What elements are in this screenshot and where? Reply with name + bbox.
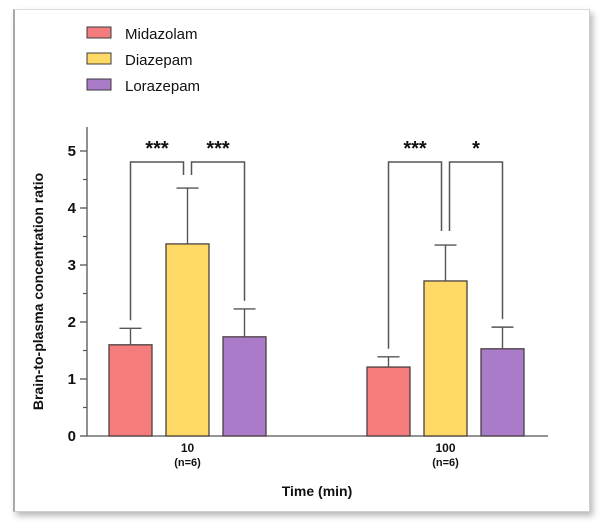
y-ticks: 0 1 2 3 4 5 <box>68 143 87 445</box>
x-tick-label: 100 <box>435 441 455 455</box>
category-labels: 10 (n=6) 100 (n=6) <box>174 441 459 469</box>
y-tick-label: 3 <box>68 257 76 274</box>
significance-bracket <box>190 161 246 301</box>
error-bars <box>119 187 514 368</box>
y-tick-label: 2 <box>68 314 76 331</box>
legend-swatch-diazepam <box>86 52 112 65</box>
bars <box>108 243 525 437</box>
y-tick-label: 4 <box>68 200 77 217</box>
legend-label-lorazepam: Lorazepam <box>125 78 200 95</box>
significance-label: *** <box>145 138 169 160</box>
y-tick-label: 5 <box>68 143 76 160</box>
bar-diazepam-10 <box>165 243 210 437</box>
x-tick-sublabel: (n=6) <box>174 457 201 469</box>
x-tick-sublabel: (n=6) <box>432 457 459 469</box>
significance-label: * <box>472 138 480 160</box>
axes: 0 1 2 3 4 5 Brain-to-plasma concentration rat… <box>30 127 548 499</box>
bar-midazolam-10 <box>108 344 153 437</box>
significance-label: *** <box>403 138 427 160</box>
significance-bracket <box>448 161 504 320</box>
bar-midazolam-100 <box>366 366 411 437</box>
significance-brackets: *** *** *** * <box>129 138 504 349</box>
bar-lorazepam-100 <box>480 348 525 437</box>
x-tick-label: 10 <box>181 441 195 455</box>
y-tick-label: 1 <box>68 371 76 388</box>
significance-bracket <box>387 161 443 349</box>
legend-label-midazolam: Midazolam <box>125 26 198 43</box>
legend: Midazolam Diazepam Lorazepam <box>86 26 200 95</box>
significance-label: *** <box>206 138 230 160</box>
legend-swatch-midazolam <box>86 26 112 39</box>
legend-swatch-lorazepam <box>86 78 112 91</box>
bar-diazepam-100 <box>423 280 468 437</box>
x-axis-title: Time (min) <box>282 483 353 499</box>
bar-lorazepam-10 <box>222 336 267 437</box>
significance-bracket <box>129 161 185 321</box>
y-axis-title: Brain-to-plasma concentration ratio <box>30 173 46 410</box>
y-tick-label: 0 <box>68 428 76 445</box>
legend-label-diazepam: Diazepam <box>125 52 193 69</box>
